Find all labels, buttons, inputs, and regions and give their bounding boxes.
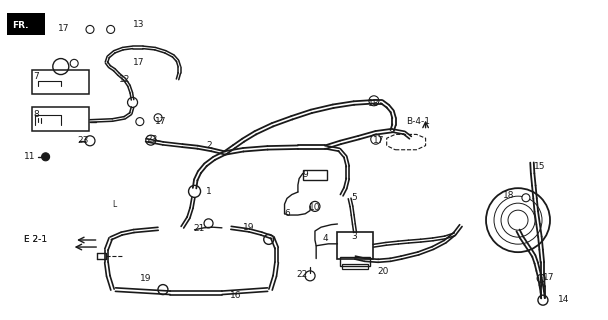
- Text: 23: 23: [77, 136, 89, 145]
- Text: 17: 17: [155, 117, 167, 126]
- Text: 13: 13: [133, 20, 144, 29]
- Text: 23: 23: [146, 135, 157, 144]
- Text: 17: 17: [58, 24, 69, 33]
- Text: 17: 17: [133, 58, 144, 67]
- Circle shape: [369, 96, 379, 106]
- Text: 6: 6: [285, 209, 290, 218]
- Circle shape: [106, 25, 115, 33]
- Text: FR.: FR.: [12, 21, 29, 30]
- Text: 8: 8: [33, 110, 39, 119]
- Text: 21: 21: [193, 224, 205, 233]
- Text: 9: 9: [303, 170, 308, 179]
- Circle shape: [537, 274, 545, 282]
- Circle shape: [41, 153, 50, 161]
- Text: 14: 14: [558, 295, 570, 304]
- Text: 19: 19: [243, 223, 255, 232]
- Circle shape: [70, 60, 78, 68]
- Circle shape: [86, 25, 94, 33]
- Circle shape: [371, 134, 381, 144]
- Text: B-4-1: B-4-1: [406, 117, 430, 126]
- Circle shape: [522, 194, 530, 202]
- Text: 22: 22: [297, 270, 308, 279]
- Text: 11: 11: [24, 152, 36, 161]
- Text: E 2-1: E 2-1: [24, 236, 47, 244]
- Text: 3: 3: [351, 232, 357, 241]
- Text: 1: 1: [206, 187, 211, 196]
- Text: 7: 7: [33, 72, 39, 81]
- Text: E 2-1: E 2-1: [24, 236, 47, 244]
- Text: 4: 4: [322, 234, 328, 243]
- Text: 15: 15: [534, 162, 545, 171]
- Text: 12: 12: [119, 75, 130, 84]
- Text: 2: 2: [207, 141, 212, 150]
- Text: 10: 10: [309, 204, 320, 212]
- Text: 5: 5: [351, 193, 357, 202]
- Circle shape: [136, 117, 144, 125]
- Text: 17: 17: [543, 273, 554, 282]
- FancyBboxPatch shape: [7, 13, 45, 35]
- Text: 19: 19: [140, 274, 151, 283]
- Text: 20: 20: [377, 267, 389, 276]
- Text: 18: 18: [368, 100, 380, 108]
- Text: 18: 18: [503, 191, 514, 200]
- Text: 17: 17: [373, 136, 385, 145]
- Text: L: L: [112, 200, 117, 209]
- Text: 16: 16: [230, 292, 241, 300]
- Circle shape: [154, 114, 162, 122]
